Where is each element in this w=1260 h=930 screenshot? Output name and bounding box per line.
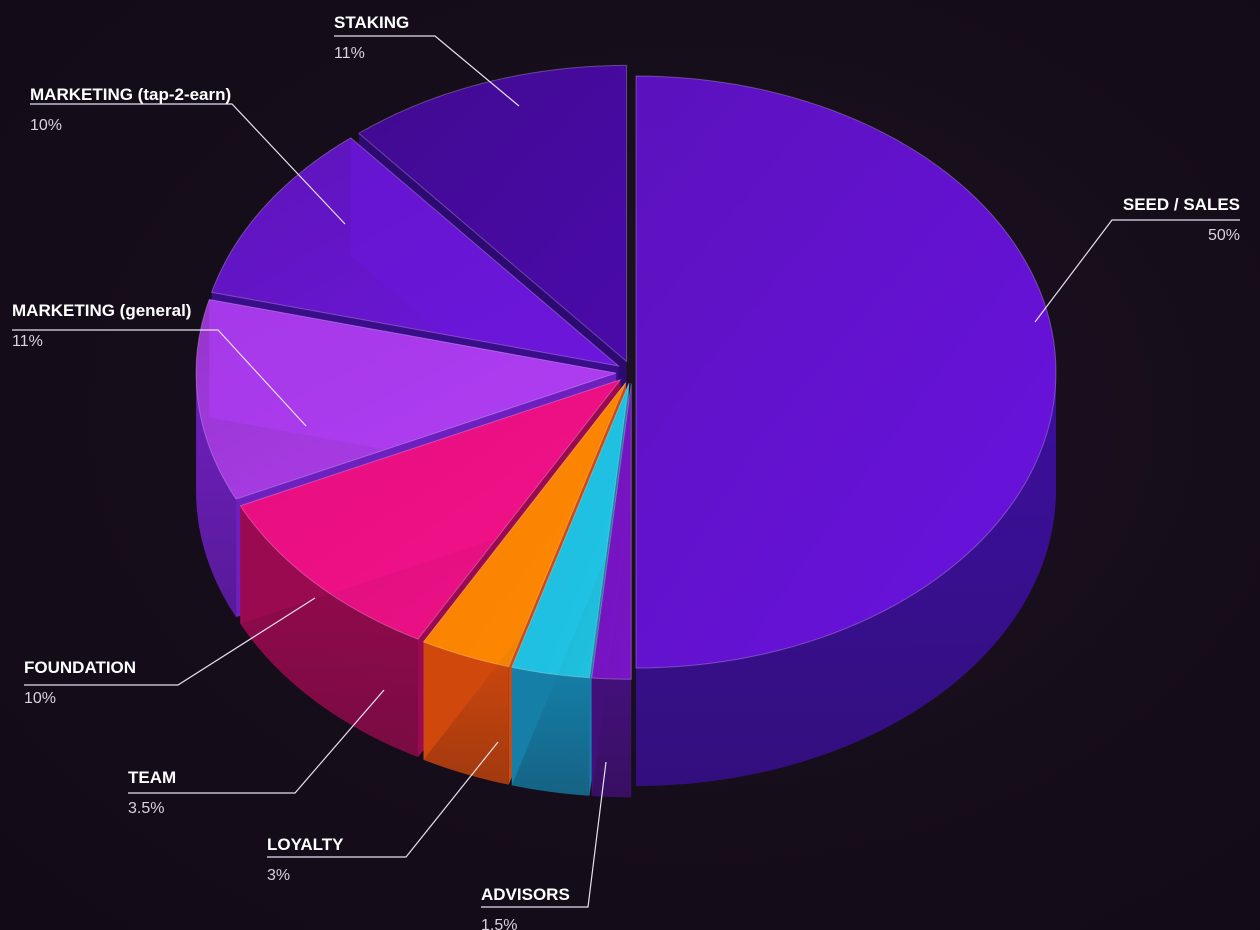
slice-value: 3% bbox=[267, 867, 290, 884]
slice-side bbox=[511, 667, 590, 796]
slice-value: 3.5% bbox=[128, 800, 164, 817]
slice-name: TEAM bbox=[128, 768, 176, 787]
pie-slice bbox=[211, 137, 621, 367]
slice-labels: SEED / SALES 50% ADVISORS 1.5% LOYALTY 3% TEAM… bbox=[12, 13, 1240, 930]
slice-tops bbox=[195, 64, 1057, 680]
slice-label: LOYALTY 3% bbox=[267, 741, 499, 884]
slice-side bbox=[196, 373, 237, 618]
pie-slice bbox=[511, 382, 630, 679]
leader-line bbox=[30, 103, 346, 225]
leader-line bbox=[481, 761, 607, 908]
slice-label: ADVISORS 1.5% bbox=[481, 761, 607, 930]
slice-name: SEED / SALES bbox=[1123, 195, 1240, 214]
slice-name: MARKETING (tap-2-earn) bbox=[30, 85, 231, 104]
slice-side bbox=[240, 505, 418, 758]
pie-slice bbox=[591, 383, 632, 680]
slice-label: FOUNDATION 10% bbox=[24, 597, 316, 707]
slice-label: MARKETING (general) 11% bbox=[12, 301, 307, 427]
slice-value: 10% bbox=[30, 117, 62, 134]
pie-slice bbox=[357, 64, 628, 363]
slice-side bbox=[591, 677, 632, 798]
slice-name: ADVISORS bbox=[481, 885, 570, 904]
leader-line bbox=[24, 597, 316, 686]
slice-label: TEAM 3.5% bbox=[128, 689, 385, 817]
pie-slice bbox=[635, 75, 1057, 669]
slice-label: STAKING 11% bbox=[334, 13, 520, 107]
leader-line bbox=[1034, 219, 1240, 323]
leader-line bbox=[267, 741, 499, 858]
slice-value: 10% bbox=[24, 690, 56, 707]
slice-name: LOYALTY bbox=[267, 835, 344, 854]
slice-value: 1.5% bbox=[481, 917, 517, 930]
pie-slice bbox=[195, 298, 617, 500]
slice-side bbox=[636, 372, 1056, 786]
pie-slice bbox=[422, 382, 627, 668]
slice-value: 11% bbox=[12, 333, 43, 350]
slice-name: MARKETING (general) bbox=[12, 301, 191, 320]
slice-label: SEED / SALES 50% bbox=[1034, 195, 1240, 323]
leader-line bbox=[334, 35, 520, 107]
slice-value: 50% bbox=[1208, 227, 1240, 244]
leader-line bbox=[12, 329, 307, 427]
slice-side bbox=[423, 641, 509, 785]
slice-name: FOUNDATION bbox=[24, 658, 136, 677]
slice-name: STAKING bbox=[334, 13, 409, 32]
slice-value: 11% bbox=[334, 45, 365, 62]
leader-line bbox=[128, 689, 385, 794]
slice-label: MARKETING (tap-2-earn) 10% bbox=[30, 85, 346, 225]
pie-slice bbox=[239, 378, 622, 640]
